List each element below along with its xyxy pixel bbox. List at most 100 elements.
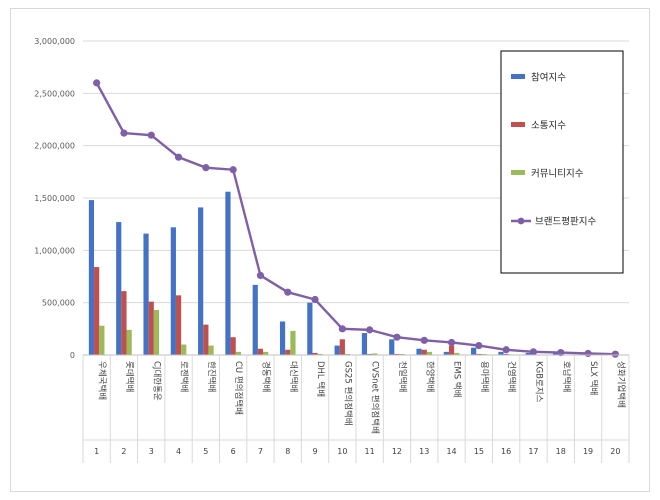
legend-label-0: 참여지수 (531, 72, 566, 84)
trend-point-5 (229, 166, 237, 174)
y-tick-label: 1,000,000 (34, 246, 75, 255)
bar-2-11 (399, 353, 405, 355)
x-category-label: 건영택배 (506, 361, 517, 392)
bar-0-14 (471, 347, 477, 355)
bar-2-1 (126, 329, 132, 355)
bar-0-17 (552, 353, 559, 355)
bar-2-6 (263, 351, 269, 355)
x-rank-label: 17 (528, 447, 538, 456)
legend-swatch-2 (511, 170, 525, 175)
bar-1-15 (503, 353, 509, 355)
bar-2-10 (372, 353, 378, 355)
x-rank-label: 18 (556, 447, 566, 456)
x-rank-label: 5 (203, 447, 208, 456)
bar-2-9 (344, 353, 351, 355)
bar-0-7 (279, 321, 286, 355)
y-tick-label: 0 (70, 351, 75, 360)
x-rank-label: 14 (446, 447, 456, 456)
x-category-label: CJ대한통운 (151, 361, 161, 401)
chart-frame: 0 500,000 1,000,000 1,500,000 2,000,000 2,500… (10, 8, 650, 492)
bar-1-6 (257, 348, 264, 355)
bar-0-0 (88, 200, 95, 355)
legend-label-2: 커뮤니티지수 (531, 169, 584, 180)
x-rank-label: 10 (337, 447, 347, 456)
bar-1-3 (175, 295, 182, 355)
trend-point-0 (93, 79, 101, 87)
bar-0-15 (498, 351, 504, 355)
x-category-label: 한진택배 (206, 361, 217, 392)
bar-0-6 (252, 284, 258, 355)
trend-point-7 (284, 288, 292, 296)
bar-0-3 (170, 227, 176, 355)
x-category-label: CVSnet 편의점택배 (370, 361, 381, 434)
legend-swatch-0 (511, 74, 525, 79)
trend-point-18 (584, 349, 592, 358)
x-rank-label: 7 (258, 447, 263, 456)
bar-1-1 (121, 291, 127, 355)
bar-0-13 (443, 351, 449, 355)
x-axis: 우체국택배 1 롯데택배 2 CJ대한통운 3 로젠택배 4 한진택배 5 CU 편의점택배 6 경동택… (82, 354, 630, 463)
legend-swatch-1 (511, 122, 525, 127)
x-rank-label: 6 (231, 447, 236, 456)
bar-2-2 (153, 309, 160, 355)
bar-1-4 (203, 324, 209, 355)
trend-point-16 (529, 348, 538, 356)
x-category-label: 우체국택배 (97, 361, 108, 400)
x-rank-label: 8 (285, 447, 290, 456)
bar-1-13 (448, 345, 455, 355)
bar-1-12 (421, 349, 427, 355)
trend-point-19 (611, 350, 619, 358)
bar-1-7 (285, 349, 291, 355)
trend-point-1 (120, 129, 128, 137)
bar-0-12 (416, 348, 422, 355)
x-category-label: DHL 택배 (315, 361, 326, 397)
y-tick-label: 2,500,000 (34, 89, 75, 98)
y-tick-label: 500,000 (42, 299, 75, 308)
bar-0-8 (307, 302, 313, 355)
y-tick-label: 1,500,000 (34, 194, 75, 203)
y-tick-label: 3,000,000 (34, 37, 75, 46)
x-rank-label: 13 (419, 447, 429, 456)
bar-2-0 (99, 325, 105, 355)
y-tick-label: 2,000,000 (34, 142, 75, 151)
x-category-label: 성화기업택배 (615, 361, 626, 408)
legend-marker (517, 217, 525, 225)
bar-2-8 (317, 353, 323, 355)
bar-2-13 (454, 352, 460, 355)
trend-point-8 (311, 295, 319, 304)
bar-2-5 (235, 351, 241, 355)
trend-point-2 (147, 131, 155, 139)
bar-2-7 (290, 330, 296, 355)
trend-point-12 (420, 336, 428, 344)
x-rank-label: 1 (94, 447, 99, 456)
x-rank-label: 15 (474, 447, 484, 456)
trend-point-15 (502, 346, 510, 354)
bar-2-12 (426, 351, 433, 355)
x-category-label: KGB로지스 (533, 361, 543, 403)
x-rank-label: 9 (313, 447, 318, 456)
trend-line (93, 79, 619, 358)
bar-1-2 (148, 301, 154, 355)
x-category-label: EMS 택배 (452, 361, 463, 397)
trend-point-13 (447, 338, 456, 347)
bar-0-2 (143, 233, 149, 355)
bar-1-14 (476, 353, 482, 355)
bar-1-8 (312, 352, 318, 355)
bar-2-4 (208, 345, 214, 355)
x-rank-label: 11 (365, 447, 375, 456)
bar-0-4 (198, 207, 204, 355)
x-rank-label: 20 (610, 447, 620, 456)
x-category-label: 한양택배 (424, 361, 435, 392)
x-category-label: 롯데택배 (124, 361, 135, 392)
bar-0-5 (225, 191, 231, 355)
x-category-label: 용마택배 (479, 361, 490, 392)
legend-label-1: 소통지수 (531, 121, 566, 132)
bar-0-18 (580, 353, 586, 355)
bar-1-11 (394, 353, 400, 355)
legend-box (500, 50, 624, 274)
trend-point-9 (338, 325, 346, 333)
trend-point-4 (202, 164, 210, 172)
x-category-label: CU 편의점택배 (233, 361, 244, 415)
x-category-label: GS25 편의점택배 (342, 361, 353, 426)
